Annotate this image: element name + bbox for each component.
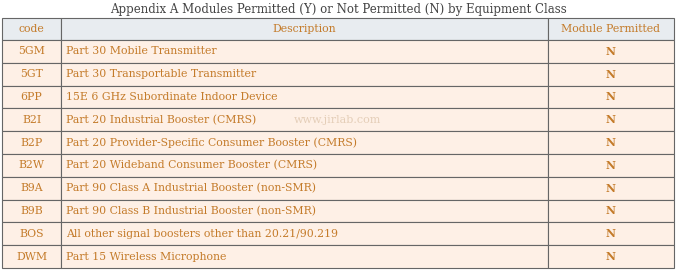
- Text: Part 90 Class B Industrial Booster (non-SMR): Part 90 Class B Industrial Booster (non-…: [66, 206, 316, 216]
- Text: B9B: B9B: [20, 206, 43, 216]
- Bar: [2, 18, 61, 40]
- Text: Part 15 Wireless Microphone: Part 15 Wireless Microphone: [66, 252, 226, 262]
- Text: BOS: BOS: [20, 229, 44, 239]
- Bar: [61, 177, 548, 200]
- Text: N: N: [606, 160, 616, 171]
- Text: 15E 6 GHz Subordinate Indoor Device: 15E 6 GHz Subordinate Indoor Device: [66, 92, 278, 102]
- Bar: [548, 18, 674, 40]
- Text: Part 20 Wideband Consumer Booster (CMRS): Part 20 Wideband Consumer Booster (CMRS): [66, 160, 317, 171]
- Bar: [2, 40, 61, 63]
- Bar: [548, 40, 674, 63]
- Text: B2W: B2W: [18, 160, 45, 170]
- Bar: [61, 18, 548, 40]
- Bar: [2, 154, 61, 177]
- Bar: [548, 222, 674, 245]
- Text: Part 30 Transportable Transmitter: Part 30 Transportable Transmitter: [66, 69, 256, 79]
- Text: 5GM: 5GM: [18, 46, 45, 56]
- Text: 6PP: 6PP: [21, 92, 43, 102]
- Bar: [2, 108, 61, 131]
- Bar: [61, 86, 548, 108]
- Bar: [61, 200, 548, 222]
- Bar: [548, 154, 674, 177]
- Text: B2P: B2P: [20, 138, 43, 148]
- Text: Part 90 Class A Industrial Booster (non-SMR): Part 90 Class A Industrial Booster (non-…: [66, 183, 316, 193]
- Bar: [2, 86, 61, 108]
- Bar: [61, 245, 548, 268]
- Bar: [61, 154, 548, 177]
- Text: N: N: [606, 183, 616, 194]
- Bar: [61, 63, 548, 86]
- Text: Module Permitted: Module Permitted: [561, 24, 660, 34]
- Bar: [548, 108, 674, 131]
- Bar: [548, 131, 674, 154]
- Text: Appendix A Modules Permitted (Y) or Not Permitted (N) by Equipment Class: Appendix A Modules Permitted (Y) or Not …: [110, 4, 566, 16]
- Text: DWM: DWM: [16, 252, 47, 262]
- Text: N: N: [606, 137, 616, 148]
- Bar: [61, 108, 548, 131]
- Text: Part 20 Industrial Booster (CMRS): Part 20 Industrial Booster (CMRS): [66, 115, 256, 125]
- Text: code: code: [19, 24, 45, 34]
- Bar: [61, 131, 548, 154]
- Text: N: N: [606, 46, 616, 57]
- Bar: [2, 131, 61, 154]
- Bar: [2, 177, 61, 200]
- Bar: [548, 200, 674, 222]
- Text: Description: Description: [272, 24, 336, 34]
- Text: 5GT: 5GT: [20, 69, 43, 79]
- Text: N: N: [606, 69, 616, 80]
- Bar: [2, 245, 61, 268]
- Bar: [548, 245, 674, 268]
- Bar: [61, 222, 548, 245]
- Bar: [2, 200, 61, 222]
- Bar: [548, 177, 674, 200]
- Text: All other signal boosters other than 20.21/90.219: All other signal boosters other than 20.…: [66, 229, 338, 239]
- Text: B9A: B9A: [20, 183, 43, 193]
- Text: N: N: [606, 251, 616, 262]
- Text: Part 30 Mobile Transmitter: Part 30 Mobile Transmitter: [66, 46, 217, 56]
- Text: B2I: B2I: [22, 115, 41, 125]
- Text: Part 20 Provider-Specific Consumer Booster (CMRS): Part 20 Provider-Specific Consumer Boost…: [66, 137, 357, 148]
- Text: N: N: [606, 205, 616, 217]
- Bar: [2, 222, 61, 245]
- Bar: [2, 63, 61, 86]
- Bar: [548, 86, 674, 108]
- Bar: [61, 40, 548, 63]
- Text: N: N: [606, 114, 616, 125]
- Text: N: N: [606, 92, 616, 103]
- Text: www.jirlab.com: www.jirlab.com: [294, 115, 382, 125]
- Text: N: N: [606, 228, 616, 239]
- Bar: [548, 63, 674, 86]
